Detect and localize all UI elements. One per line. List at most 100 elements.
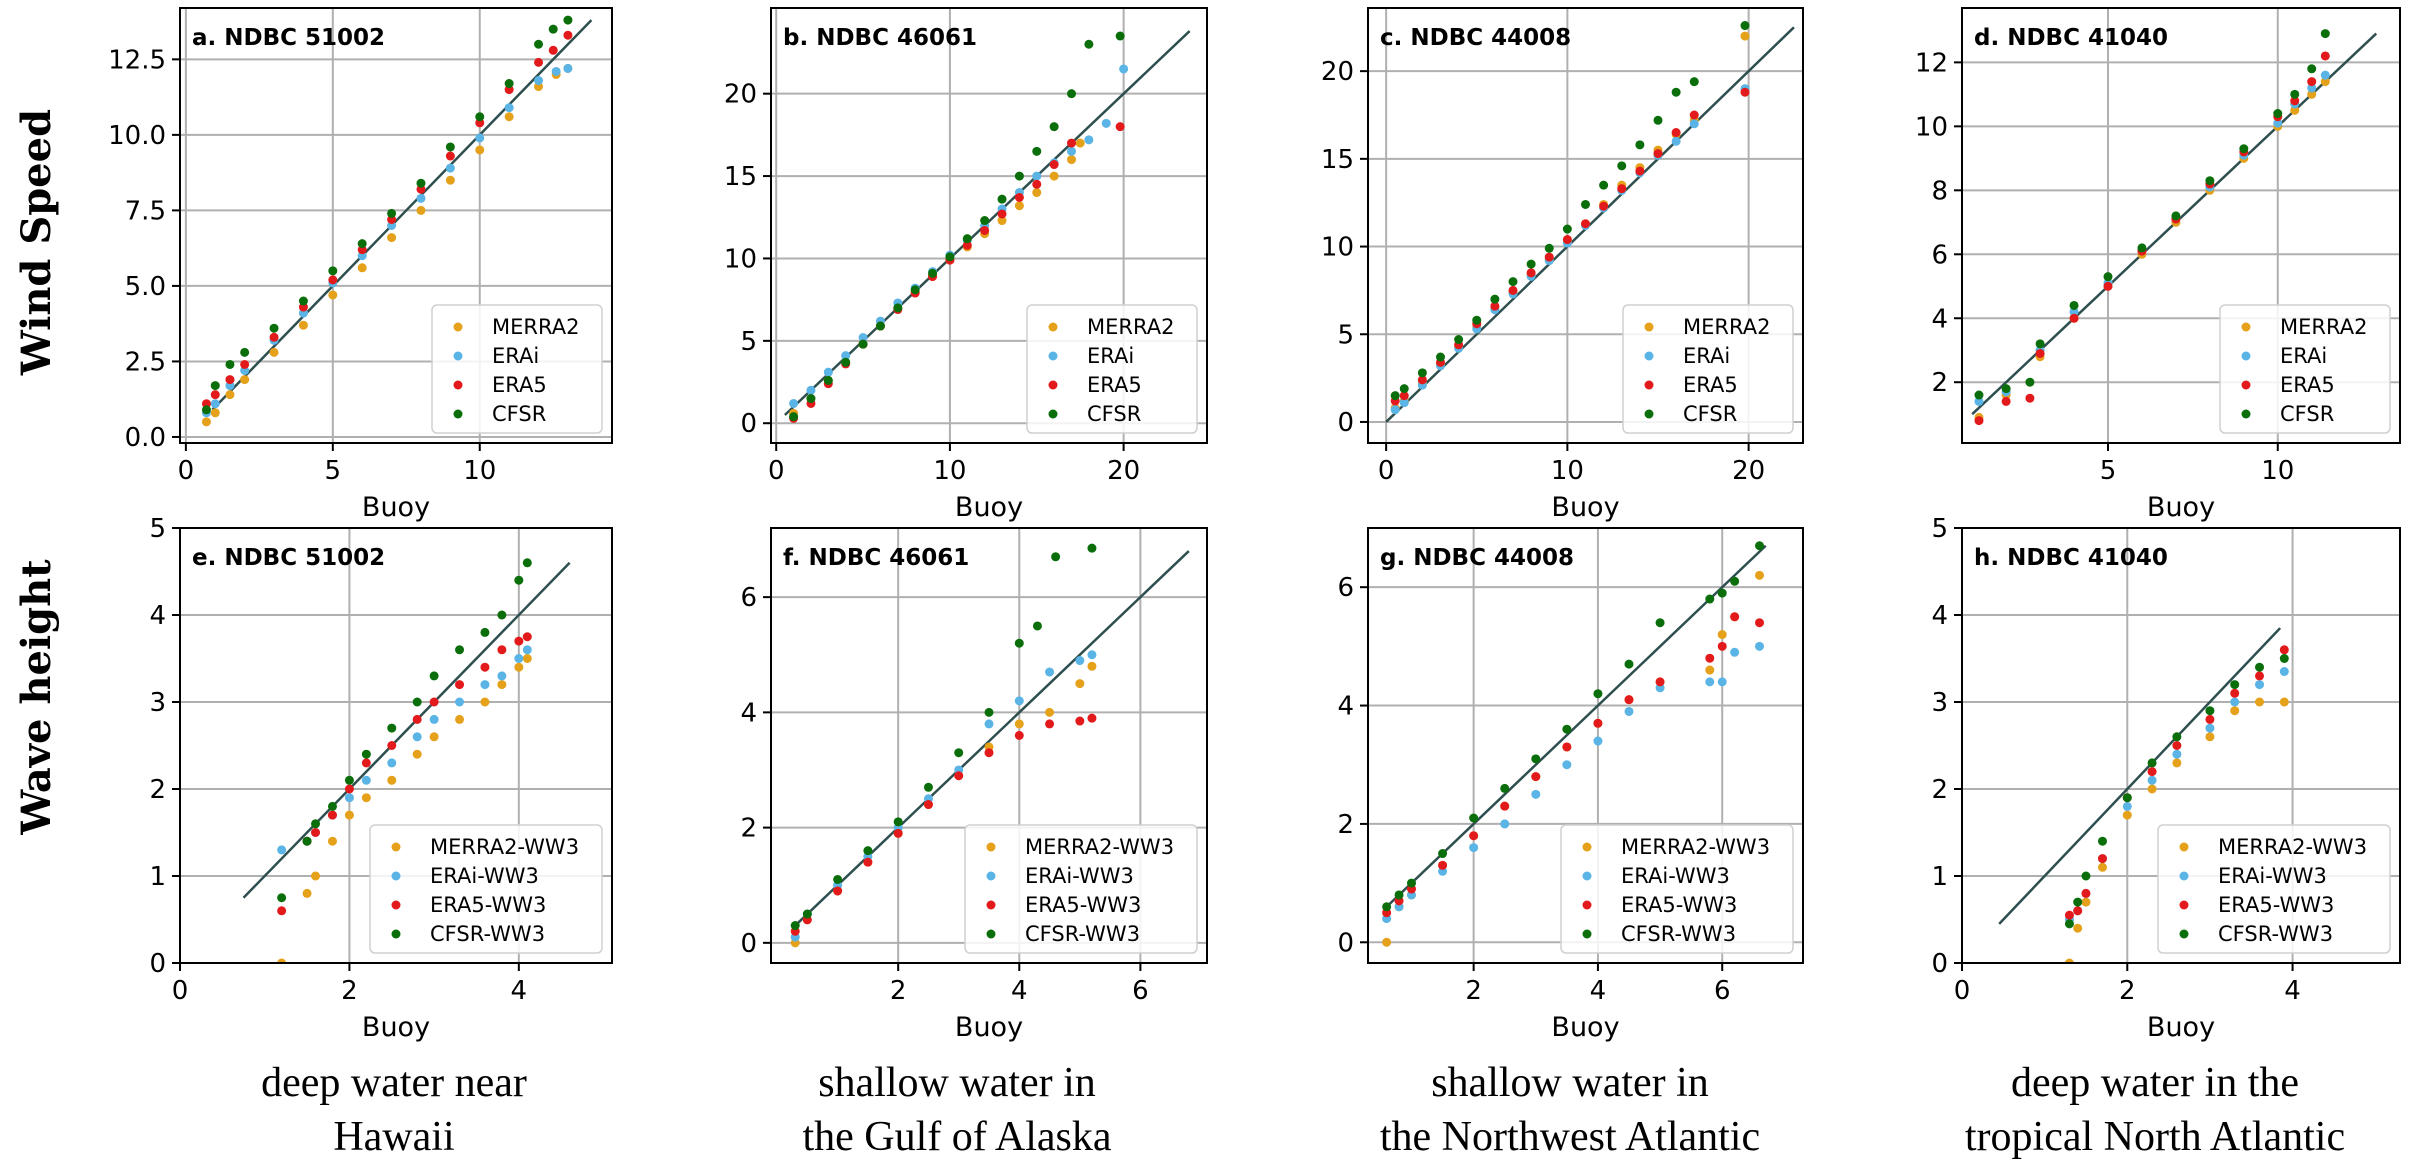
data-point	[269, 347, 279, 357]
data-point	[1689, 110, 1699, 120]
series-cfsr-ww3	[2064, 654, 2289, 929]
data-point	[497, 610, 507, 620]
data-point	[1438, 860, 1448, 870]
legend-box	[1560, 824, 1794, 954]
x-axis-label: Buoy	[955, 492, 1023, 523]
data-point	[790, 921, 800, 931]
data-point	[1740, 21, 1750, 31]
legend: MERRA2 ERAi ERA5 CFSR	[2219, 304, 2391, 434]
data-point	[1049, 171, 1059, 181]
y-tick-label: 2	[149, 775, 166, 805]
data-point	[928, 268, 938, 278]
legend-marker	[391, 900, 401, 910]
series-erai-ww3	[277, 645, 532, 855]
legend: MERRA2-WW3 ERAi-WW3 ERA5-WW3 CFSR-WW3	[964, 824, 1198, 954]
data-point	[1399, 391, 1409, 401]
data-point	[1394, 890, 1404, 900]
data-point	[954, 771, 964, 781]
data-point	[1472, 315, 1482, 325]
legend-marker	[1048, 351, 1058, 361]
data-point	[225, 375, 235, 385]
y-tick-label: 4	[740, 698, 757, 728]
data-point	[1624, 695, 1634, 705]
legend: MERRA2-WW3 ERAi-WW3 ERA5-WW3 CFSR-WW3	[2157, 824, 2391, 954]
data-point	[1705, 653, 1715, 663]
legend-label: ERAi-WW3	[1025, 864, 1134, 888]
data-point	[2035, 348, 2045, 358]
legend-marker	[2179, 929, 2189, 939]
data-point	[327, 836, 337, 846]
data-point	[863, 846, 873, 856]
series-cfsr-ww3	[277, 558, 532, 903]
legend-marker	[2241, 380, 2251, 390]
data-point	[1593, 718, 1603, 728]
data-point	[302, 888, 312, 898]
data-point	[2273, 118, 2283, 128]
data-point	[1581, 219, 1590, 229]
panel-4: 5 10 2 4 6 8 10 12 Buoy d. NDBC 41040 MERRA2 ERAi ER…	[1915, 7, 2401, 523]
data-point	[802, 909, 812, 919]
data-point	[1730, 647, 1740, 657]
y-tick-label: 10	[724, 244, 757, 274]
data-point	[387, 758, 397, 768]
legend-label: ERA5	[2280, 373, 2335, 397]
data-point	[1671, 87, 1681, 97]
data-point	[1101, 118, 1111, 128]
data-point	[277, 906, 287, 916]
data-point	[1115, 31, 1125, 41]
legend-label: ERAi	[1683, 344, 1730, 368]
y-tick-label: 0	[1337, 928, 1354, 958]
y-tick-label: 10.0	[108, 121, 166, 151]
series-merra2-ww3	[2064, 697, 2289, 963]
data-point	[475, 133, 485, 143]
series-era5	[1390, 87, 1750, 406]
data-point	[311, 828, 321, 837]
data-point	[2137, 243, 2147, 253]
data-point	[2290, 96, 2300, 106]
data-point	[1508, 285, 1518, 295]
data-point	[2290, 89, 2300, 99]
x-tick-label: 10	[1551, 456, 1584, 486]
data-point	[277, 893, 287, 903]
data-point	[1717, 677, 1727, 687]
legend-label: MERRA2	[492, 315, 579, 339]
data-point	[2279, 697, 2289, 707]
data-point	[514, 575, 524, 585]
data-point	[833, 874, 843, 884]
y-tick-label: 0	[1931, 949, 1948, 979]
data-point	[361, 775, 371, 785]
data-point	[2307, 77, 2317, 87]
data-point	[1084, 135, 1094, 145]
data-point	[240, 375, 250, 385]
caption-3-line-2: the Northwest Atlantic	[1380, 1114, 1760, 1160]
data-point	[1581, 199, 1590, 209]
data-point	[1526, 259, 1536, 269]
legend-box	[2157, 824, 2391, 954]
data-point	[201, 405, 211, 415]
y-tick-label: 5	[1931, 514, 1948, 544]
y-tick-label: 20	[1321, 57, 1354, 87]
data-point	[841, 351, 851, 361]
data-point	[2320, 77, 2330, 87]
legend-label: CFSR	[2280, 402, 2334, 426]
data-point	[361, 793, 371, 803]
caption-4-line-2: tropical North Atlantic	[1965, 1114, 2345, 1160]
data-point	[2069, 300, 2079, 310]
panel-title: e. NDBC 51002	[192, 545, 385, 571]
legend: MERRA2-WW3 ERAi-WW3 ERA5-WW3 CFSR-WW3	[369, 824, 603, 954]
series-cfsr	[789, 31, 1125, 422]
data-point	[563, 30, 573, 40]
data-point	[277, 958, 287, 963]
y-tick-label: 3	[1931, 688, 1948, 718]
series-cfsr	[1974, 29, 2330, 400]
data-point	[863, 857, 873, 867]
captions: deep water near Hawaii shallow water in …	[261, 1060, 2345, 1160]
data-point	[522, 632, 532, 642]
data-point	[1740, 31, 1750, 41]
data-point	[1562, 760, 1572, 770]
data-point	[1045, 707, 1055, 717]
y-tick-label: 1	[149, 862, 166, 892]
panel-title: c. NDBC 44008	[1380, 25, 1571, 51]
